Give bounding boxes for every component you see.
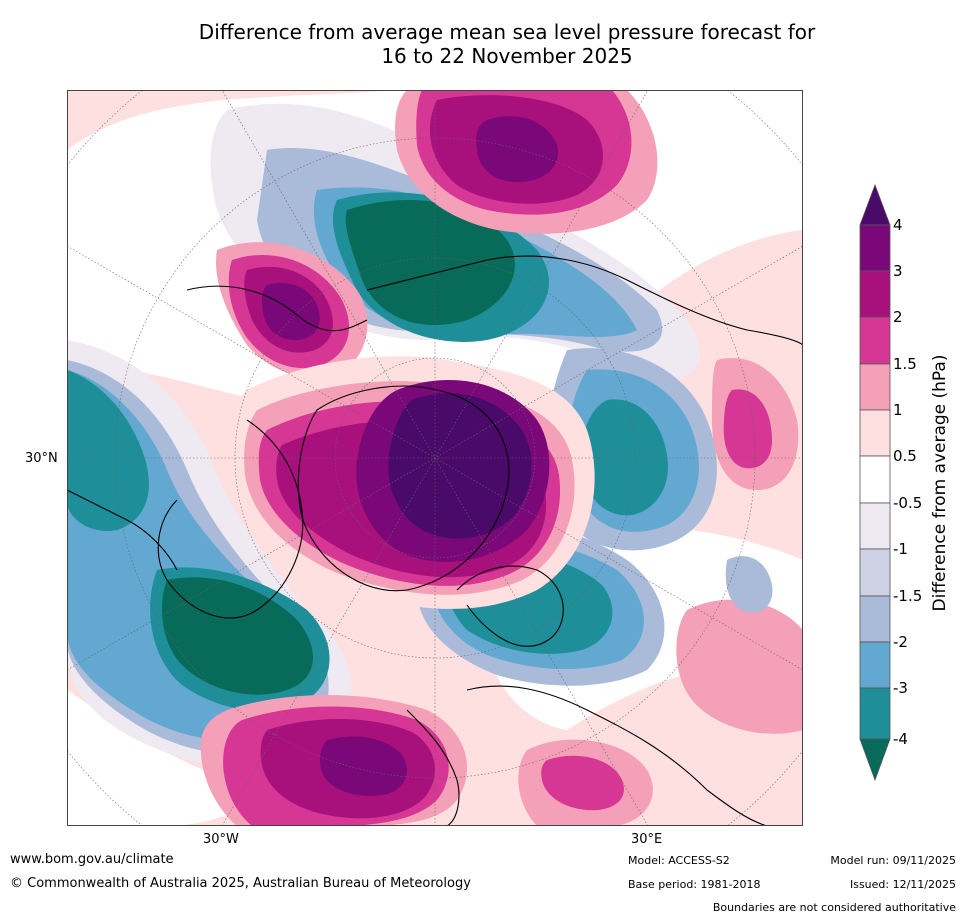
europe-coast: [466, 685, 768, 826]
colorbar-tick: -1.5: [893, 587, 923, 605]
boundaries-note: Boundaries are not considered authoritat…: [712, 901, 956, 914]
meridian-60e: [67, 245, 803, 671]
high-east-asia-ring: [676, 599, 803, 734]
colorbar-tick: 2: [893, 308, 903, 326]
colorbar-band-minus-2-3: [859, 641, 891, 689]
colorbar-band-2-3: [859, 270, 891, 318]
scandinavia-coast: [456, 565, 564, 647]
greenland-coast: [297, 385, 510, 592]
colorbar-tick: -0.5: [893, 494, 923, 512]
north-america-low: [67, 370, 149, 531]
model-text: Model: ACCESS-S2: [628, 854, 730, 867]
base-period-text: Base period: 1981-2018: [628, 878, 761, 891]
colorbar-band-minus-1.5-2: [859, 595, 891, 643]
colorbar-tick: -2: [893, 633, 908, 651]
colorbar-tick: -4: [893, 730, 908, 748]
title-line-2: 16 to 22 November 2025: [381, 44, 633, 68]
issued-text: Issued: 12/11/2025: [849, 878, 956, 891]
colorbar-arrow-top: [859, 183, 891, 226]
iberia-coast: [406, 709, 460, 826]
colorbar-band-minus-0.5-1: [859, 502, 891, 550]
colorbar-tick: 1: [893, 401, 903, 419]
latitude-label-30n: 30°N: [25, 451, 58, 466]
website-link[interactable]: www.bom.gov.au/climate: [10, 852, 174, 867]
colorbar-tick: 0.5: [893, 447, 917, 465]
colorbar-tick: 1.5: [893, 355, 917, 373]
map-panel[interactable]: [67, 90, 803, 826]
alaska-coast: [186, 285, 368, 332]
north-pacific-low-core: [162, 577, 314, 695]
colorbar-tick: 3: [893, 262, 903, 280]
model-run-text: Model run: 09/11/2025: [830, 854, 956, 867]
colorbar: [859, 183, 891, 782]
colorbar-band-1.5-2: [859, 316, 891, 365]
longitude-label-30e: 30°E: [631, 832, 663, 847]
latitude-circle-60: [334, 357, 536, 559]
colorbar-tick: -1: [893, 540, 908, 558]
anomaly-map: [67, 90, 803, 826]
beaufort-high-core: [262, 283, 320, 340]
colorbar-label: Difference from average (hPa): [930, 354, 950, 612]
canada-coast: [157, 419, 304, 619]
east-siberia-low-core: [345, 200, 515, 326]
colorbar-tick: 4: [893, 216, 903, 234]
siberia-coast: [366, 255, 803, 346]
greenland-high-core: [388, 393, 532, 539]
colorbar-band-minus-3-4: [859, 687, 891, 740]
colorbar-band-3-4: [859, 224, 891, 272]
longitude-label-30w: 30°W: [203, 832, 239, 847]
high-central-asia-core: [723, 389, 772, 469]
high-med-core: [541, 755, 624, 811]
graticule: [67, 90, 803, 826]
low-east-asia-small: [725, 556, 773, 613]
pacific-coast: [67, 489, 178, 571]
map-border: [67, 90, 803, 826]
colorbar-arrow-bottom: [859, 738, 891, 782]
colorbar-band-neutral: [859, 455, 891, 504]
coastlines: [67, 255, 803, 826]
colorbar-band-0.5-1: [859, 409, 891, 457]
title-line-1: Difference from average mean sea level p…: [198, 20, 816, 44]
latitude-circle-30: [114, 137, 756, 779]
colorbar-band-1-1.5: [859, 363, 891, 411]
copyright-text: © Commonwealth of Australia 2025, Austra…: [10, 876, 471, 891]
alaska-high-core: [476, 116, 558, 183]
north-atlantic-high-core: [319, 736, 407, 797]
chart-title: Difference from average mean sea level p…: [0, 20, 965, 68]
west-siberia-low-core: [581, 399, 668, 516]
colorbar-band-minus-1-1.5: [859, 548, 891, 597]
colorbar-tick: -3: [893, 679, 908, 697]
